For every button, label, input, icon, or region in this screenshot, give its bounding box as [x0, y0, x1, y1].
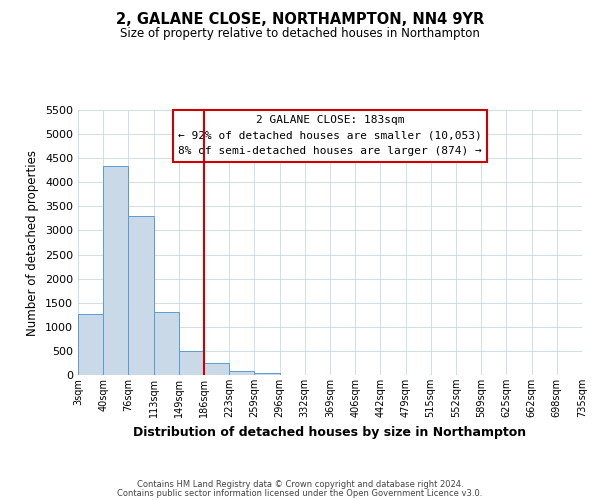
Bar [128, 216, 154, 375]
Bar [204, 364, 229, 375]
Bar [179, 352, 204, 375]
Y-axis label: Number of detached properties: Number of detached properties [26, 150, 40, 336]
Bar [78, 314, 103, 375]
Bar [254, 372, 280, 375]
Text: Contains HM Land Registry data © Crown copyright and database right 2024.: Contains HM Land Registry data © Crown c… [137, 480, 463, 489]
Text: Contains public sector information licensed under the Open Government Licence v3: Contains public sector information licen… [118, 488, 482, 498]
Text: 2 GALANE CLOSE: 183sqm
← 92% of detached houses are smaller (10,053)
8% of semi-: 2 GALANE CLOSE: 183sqm ← 92% of detached… [178, 116, 482, 156]
Text: Size of property relative to detached houses in Northampton: Size of property relative to detached ho… [120, 28, 480, 40]
X-axis label: Distribution of detached houses by size in Northampton: Distribution of detached houses by size … [133, 426, 527, 438]
Text: 2, GALANE CLOSE, NORTHAMPTON, NN4 9YR: 2, GALANE CLOSE, NORTHAMPTON, NN4 9YR [116, 12, 484, 28]
Bar [154, 312, 179, 375]
Bar [103, 166, 128, 375]
Bar [229, 371, 254, 375]
